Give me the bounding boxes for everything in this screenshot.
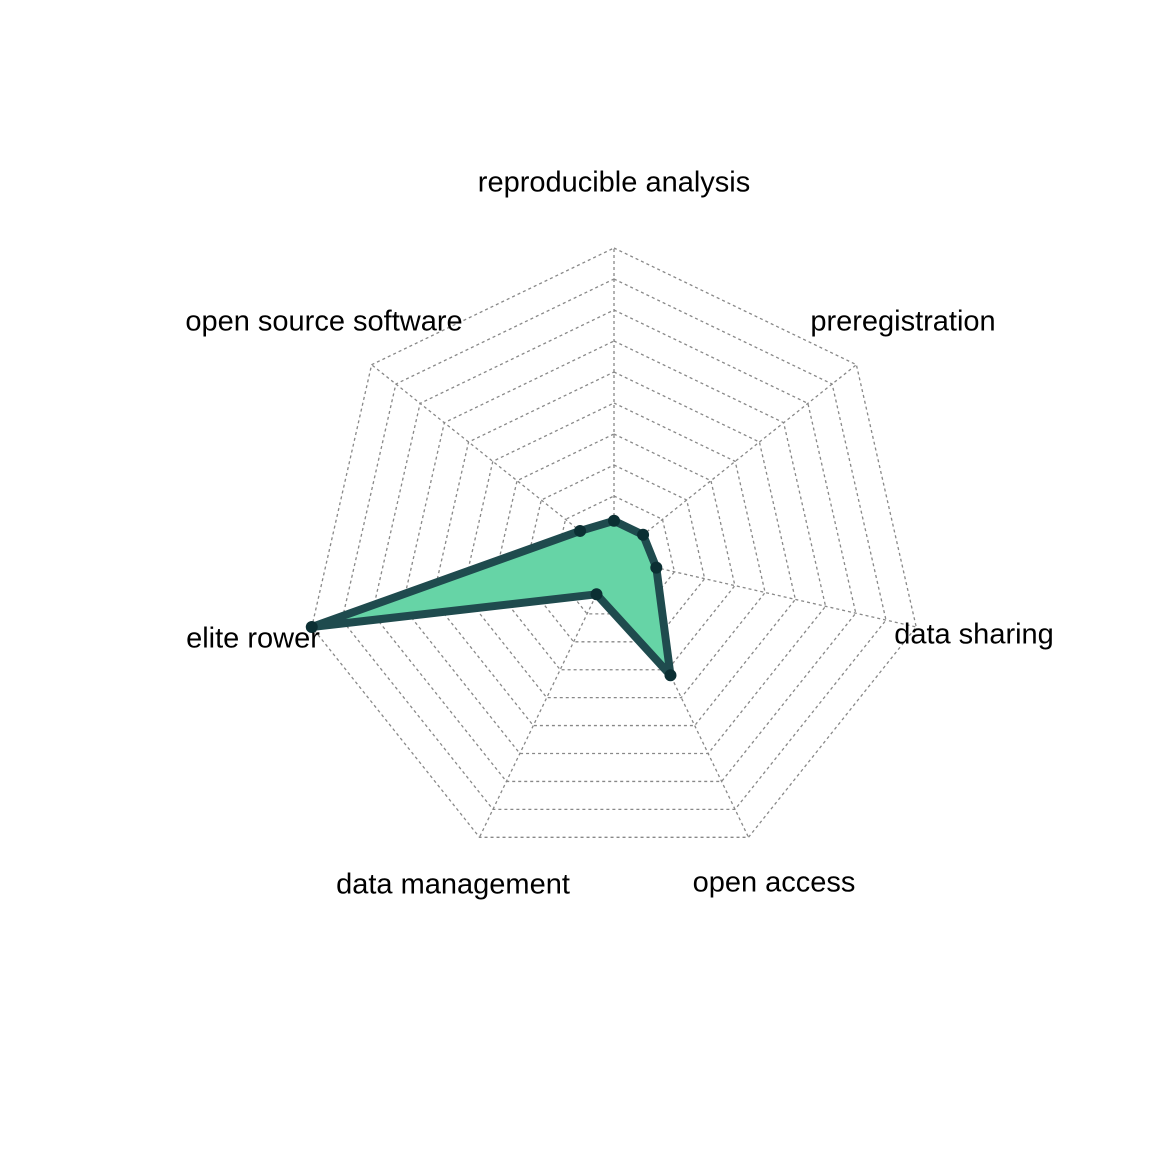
data-point [574,524,587,537]
series-area [307,516,675,680]
axis-label: elite rower [186,623,320,655]
data-point [590,588,603,601]
grid-ring [371,309,857,783]
grid-ring [522,464,706,643]
radar-grid [311,247,917,838]
axis-label: data sharing [894,619,1054,651]
axis-label: data management [336,869,570,901]
axis-spoke [613,364,857,559]
data-point [637,528,650,541]
grid-ring [462,402,766,699]
grid-ring [401,340,827,755]
data-point [664,669,677,682]
data-point [650,561,663,574]
data-point [305,620,318,633]
grid-ring [341,278,887,811]
axis-label: reproducible analysis [478,167,750,199]
grid-ring [311,247,917,838]
axis-label: open access [693,867,856,899]
axis-label: preregistration [810,306,995,338]
axis-spoke [613,557,750,838]
axis-spoke [478,557,615,838]
axis-spoke [613,557,917,628]
axis-labels: reproducible analysis preregistration data… [185,167,1053,901]
radar-series [305,514,677,682]
axis-label: open source software [185,306,462,338]
grid-ring [431,371,797,727]
axis-spoke [371,364,615,559]
data-point [608,514,620,527]
